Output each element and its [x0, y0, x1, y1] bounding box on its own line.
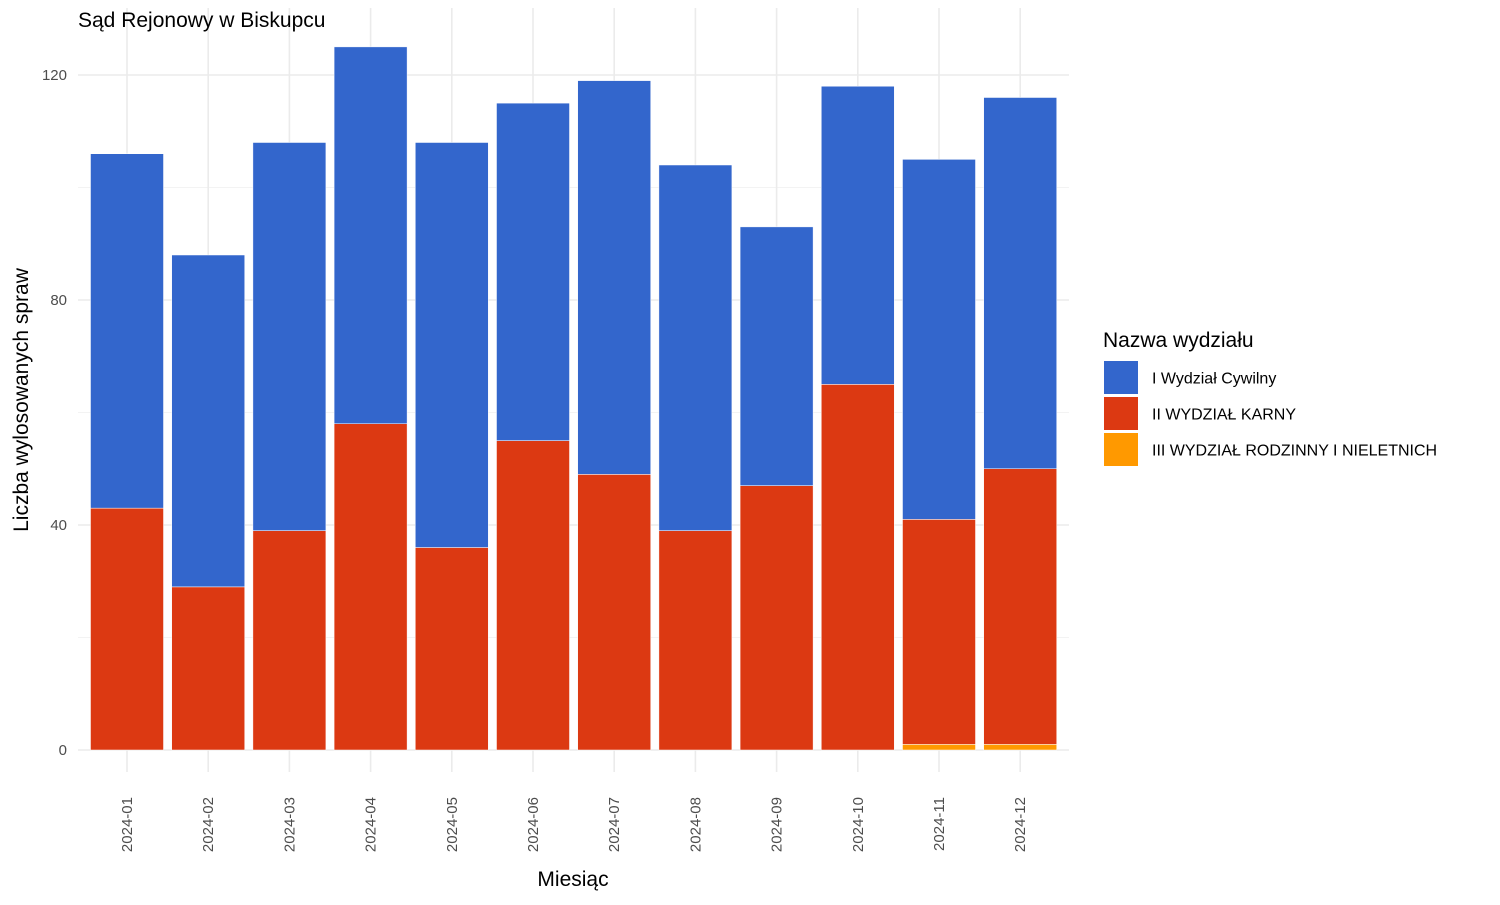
- bar-segment: [252, 142, 327, 531]
- bar-segment: [821, 384, 895, 751]
- bar-segment: [983, 97, 1057, 469]
- legend-key: [1104, 361, 1138, 394]
- bar-segment: [333, 423, 408, 751]
- x-tick-label: 2024-02: [200, 797, 217, 852]
- bar-segment: [577, 474, 651, 751]
- x-tick-label: 2024-07: [606, 797, 623, 852]
- bar-segment: [821, 86, 895, 385]
- bar-segment: [658, 530, 733, 751]
- axis-ticks: 0 40 80 120 2024-01 2024-02 2024-03 2024-04 2024…: [42, 67, 1029, 852]
- y-tick-label: 80: [50, 292, 67, 309]
- bar-segment: [983, 744, 1057, 751]
- x-tick-label: 2024-09: [769, 797, 786, 852]
- legend-label: II WYDZIAŁ KARNY: [1152, 407, 1296, 424]
- bar-segment: [902, 519, 976, 745]
- y-axis-title: Liczba wylosowanych spraw: [10, 267, 33, 532]
- bar-segment: [90, 507, 164, 751]
- x-tick-label: 2024-11: [931, 797, 948, 851]
- y-tick-label: 120: [42, 67, 67, 84]
- x-tick-label: 2024-06: [525, 797, 542, 852]
- x-tick-label: 2024-12: [1012, 797, 1029, 852]
- legend-label: I Wydział Cywilny: [1152, 371, 1276, 388]
- legend-label: III WYDZIAŁ RODZINNY I NIELETNICH: [1152, 443, 1437, 460]
- bar-segment: [171, 254, 245, 588]
- bar-segment: [171, 586, 245, 751]
- legend: Nazwa wydziału I Wydział Cywilny II WYDZI…: [1103, 329, 1437, 466]
- x-axis-title: Miesiąc: [537, 868, 608, 891]
- x-tick-label: 2024-03: [281, 797, 298, 852]
- bar-segment: [902, 744, 976, 751]
- bar-segment: [252, 530, 327, 751]
- x-tick-label: 2024-01: [119, 797, 136, 852]
- x-tick-label: 2024-10: [850, 797, 867, 852]
- bar-segment: [415, 547, 489, 751]
- bar-segment: [658, 164, 733, 531]
- x-tick-label: 2024-04: [363, 797, 380, 852]
- bars: [90, 46, 1057, 751]
- bar-segment: [577, 80, 651, 475]
- bar-segment: [983, 468, 1057, 745]
- legend-title: Nazwa wydziału: [1103, 329, 1254, 352]
- bar-segment: [496, 102, 570, 441]
- y-tick-label: 0: [59, 742, 67, 759]
- bar-segment: [333, 46, 408, 424]
- x-tick-label: 2024-08: [687, 797, 704, 852]
- chart-title: Sąd Rejonowy w Biskupcu: [78, 9, 325, 32]
- bar-segment: [90, 153, 164, 509]
- y-tick-label: 40: [50, 517, 67, 534]
- bar-segment: [739, 226, 814, 486]
- bar-segment: [902, 159, 976, 520]
- legend-key: [1104, 433, 1138, 466]
- bar-segment: [739, 485, 814, 751]
- legend-key: [1104, 397, 1138, 430]
- x-tick-label: 2024-05: [444, 797, 461, 852]
- bar-segment: [496, 440, 570, 751]
- bar-segment: [415, 142, 489, 548]
